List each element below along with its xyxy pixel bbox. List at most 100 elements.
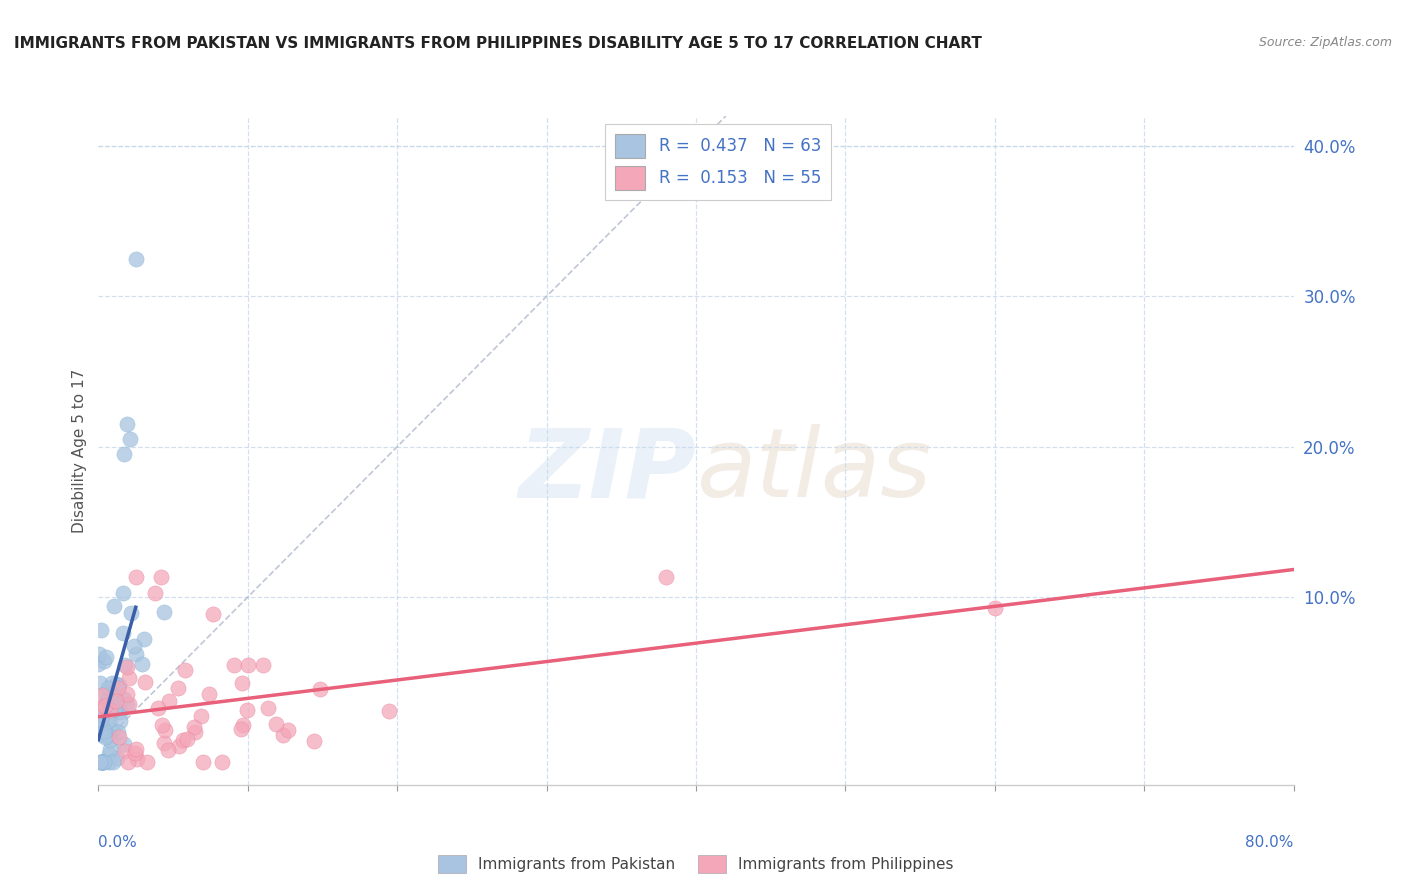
Point: [112, 737, 135, 751]
Point: [308, 682, 330, 697]
Point: [124, 742, 146, 756]
Point: [378, 704, 401, 718]
Point: [90, 712, 112, 726]
Point: [183, 720, 205, 734]
Point: [984, 600, 1007, 615]
Point: [90, 756, 112, 770]
Legend: Immigrants from Pakistan, Immigrants from Philippines: Immigrants from Pakistan, Immigrants fro…: [430, 847, 962, 881]
Point: [98, 713, 121, 727]
Point: [107, 725, 129, 739]
Point: [114, 744, 136, 758]
Point: [302, 734, 325, 748]
Point: [108, 714, 131, 728]
Point: [236, 657, 259, 672]
Point: [94, 698, 117, 713]
Point: [98, 742, 121, 756]
Point: [105, 751, 128, 765]
Point: [236, 703, 259, 717]
Point: [118, 432, 141, 446]
Point: [148, 701, 170, 715]
Point: [112, 692, 135, 706]
Point: [112, 586, 135, 600]
Point: [115, 687, 138, 701]
Point: [257, 701, 280, 715]
Point: [222, 658, 245, 673]
Point: [93, 723, 115, 738]
Text: 80.0%: 80.0%: [1246, 836, 1294, 850]
Point: [117, 697, 139, 711]
Point: [232, 718, 254, 732]
Point: [90, 756, 112, 770]
Point: [91, 756, 114, 770]
Point: [150, 717, 173, 731]
Point: [184, 725, 207, 739]
Point: [118, 671, 141, 685]
Point: [131, 657, 153, 671]
Point: [198, 688, 221, 702]
Point: [91, 688, 114, 702]
Point: [101, 676, 124, 690]
Point: [115, 417, 138, 432]
Point: [166, 681, 188, 696]
Point: [108, 698, 131, 712]
Point: [120, 606, 142, 620]
Point: [655, 570, 678, 584]
Point: [94, 686, 117, 700]
Point: [87, 657, 110, 672]
Point: [96, 681, 118, 695]
Point: [110, 705, 132, 719]
Point: [90, 756, 112, 770]
Point: [89, 756, 111, 770]
Point: [191, 756, 214, 770]
Point: [176, 732, 198, 747]
Point: [156, 743, 179, 757]
Point: [90, 709, 112, 723]
Point: [94, 650, 117, 665]
Point: [101, 694, 124, 708]
Y-axis label: Disability Age 5 to 17: Disability Age 5 to 17: [72, 368, 87, 533]
Point: [173, 663, 195, 677]
Point: [134, 632, 156, 647]
Point: [101, 687, 124, 701]
Point: [104, 702, 127, 716]
Point: [125, 252, 148, 266]
Point: [122, 639, 145, 653]
Point: [87, 721, 110, 735]
Point: [89, 756, 111, 770]
Text: IMMIGRANTS FROM PAKISTAN VS IMMIGRANTS FROM PHILIPPINES DISABILITY AGE 5 TO 17 C: IMMIGRANTS FROM PAKISTAN VS IMMIGRANTS F…: [14, 36, 981, 51]
Point: [89, 727, 111, 741]
Point: [271, 728, 294, 742]
Text: Source: ZipAtlas.com: Source: ZipAtlas.com: [1258, 36, 1392, 49]
Point: [103, 723, 125, 738]
Point: [94, 731, 117, 745]
Text: ZIP: ZIP: [517, 424, 696, 517]
Point: [150, 570, 173, 584]
Point: [125, 647, 148, 661]
Point: [104, 677, 127, 691]
Point: [201, 607, 224, 621]
Point: [107, 681, 129, 696]
Point: [91, 700, 114, 714]
Point: [93, 756, 115, 770]
Point: [97, 747, 120, 762]
Point: [118, 697, 141, 711]
Point: [93, 655, 115, 669]
Point: [211, 756, 233, 770]
Point: [167, 739, 190, 753]
Point: [117, 660, 139, 674]
Point: [108, 731, 131, 745]
Point: [93, 756, 115, 770]
Point: [172, 732, 194, 747]
Point: [153, 606, 176, 620]
Point: [98, 732, 121, 747]
Text: 0.0%: 0.0%: [98, 836, 138, 850]
Text: atlas: atlas: [696, 424, 931, 517]
Point: [103, 599, 125, 614]
Point: [231, 675, 253, 690]
Point: [125, 570, 148, 584]
Point: [124, 746, 146, 760]
Point: [90, 623, 112, 637]
Point: [136, 756, 159, 770]
Point: [100, 703, 122, 717]
Point: [89, 676, 111, 690]
